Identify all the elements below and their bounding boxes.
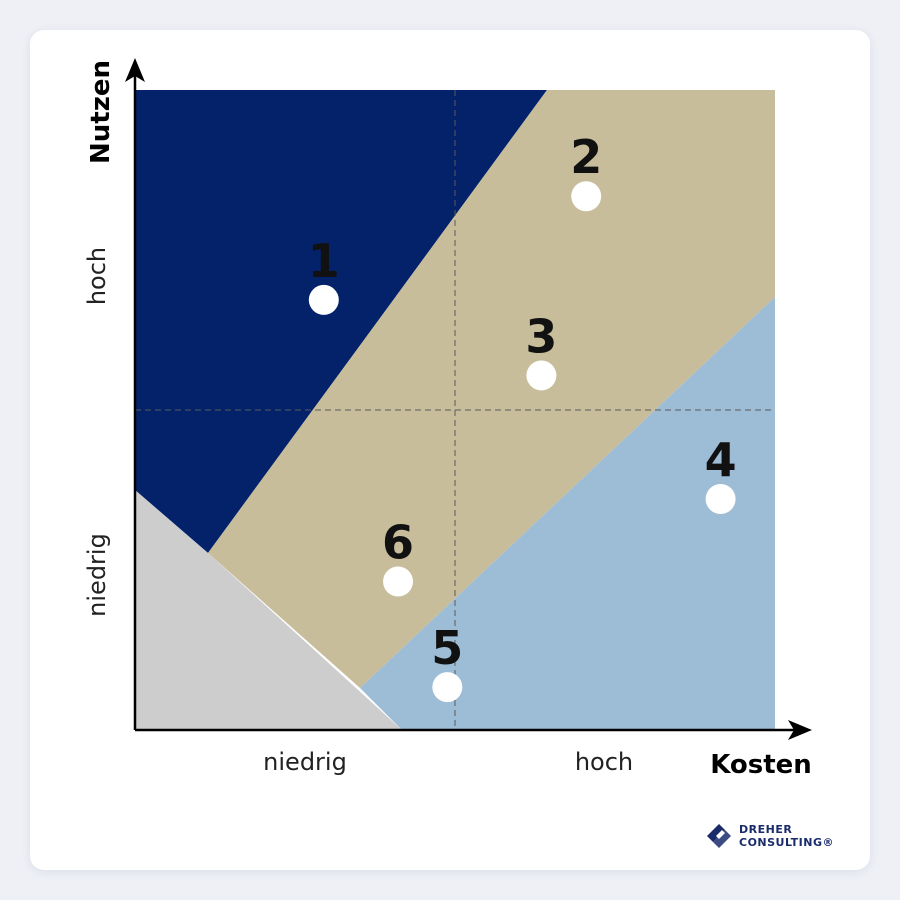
logo-line2: CONSULTING® bbox=[739, 836, 834, 849]
marker-4-label: 4 bbox=[705, 433, 737, 487]
marker-2-label: 2 bbox=[570, 130, 602, 184]
zone-high-value bbox=[135, 90, 547, 553]
y-axis-title: Nutzen bbox=[86, 60, 116, 164]
marker-5-label: 5 bbox=[431, 621, 463, 675]
marker-3-label: 3 bbox=[525, 309, 557, 363]
logo-line1: DREHER bbox=[739, 823, 792, 836]
dreher-consulting-logo: DREHER CONSULTING® bbox=[707, 823, 834, 849]
zone-low bbox=[135, 490, 402, 730]
y-level-low: niedrig bbox=[83, 533, 111, 617]
markers: 1 2 3 4 56 bbox=[308, 130, 737, 703]
zone-middle bbox=[208, 90, 775, 688]
y-level-high: hoch bbox=[83, 247, 111, 305]
zone-high-cost bbox=[360, 297, 775, 730]
marker-3-dot bbox=[526, 360, 557, 391]
x-level-high: hoch bbox=[575, 748, 633, 776]
x-axis-arrow-icon bbox=[788, 720, 812, 740]
marker-4-dot bbox=[705, 483, 736, 514]
dreher-diamond-logo-icon bbox=[707, 824, 731, 848]
x-axis-title: Kosten bbox=[710, 750, 812, 780]
y-axis-arrow-icon bbox=[125, 58, 145, 82]
marker-5-dot bbox=[432, 672, 463, 703]
marker-1-dot bbox=[308, 284, 339, 315]
marker-1-label: 1 bbox=[308, 234, 340, 288]
marker-2-dot bbox=[571, 181, 602, 212]
marker-6-dot bbox=[383, 566, 414, 597]
x-level-low: niedrig bbox=[263, 748, 347, 776]
marker-6-label: 6 bbox=[382, 516, 414, 570]
